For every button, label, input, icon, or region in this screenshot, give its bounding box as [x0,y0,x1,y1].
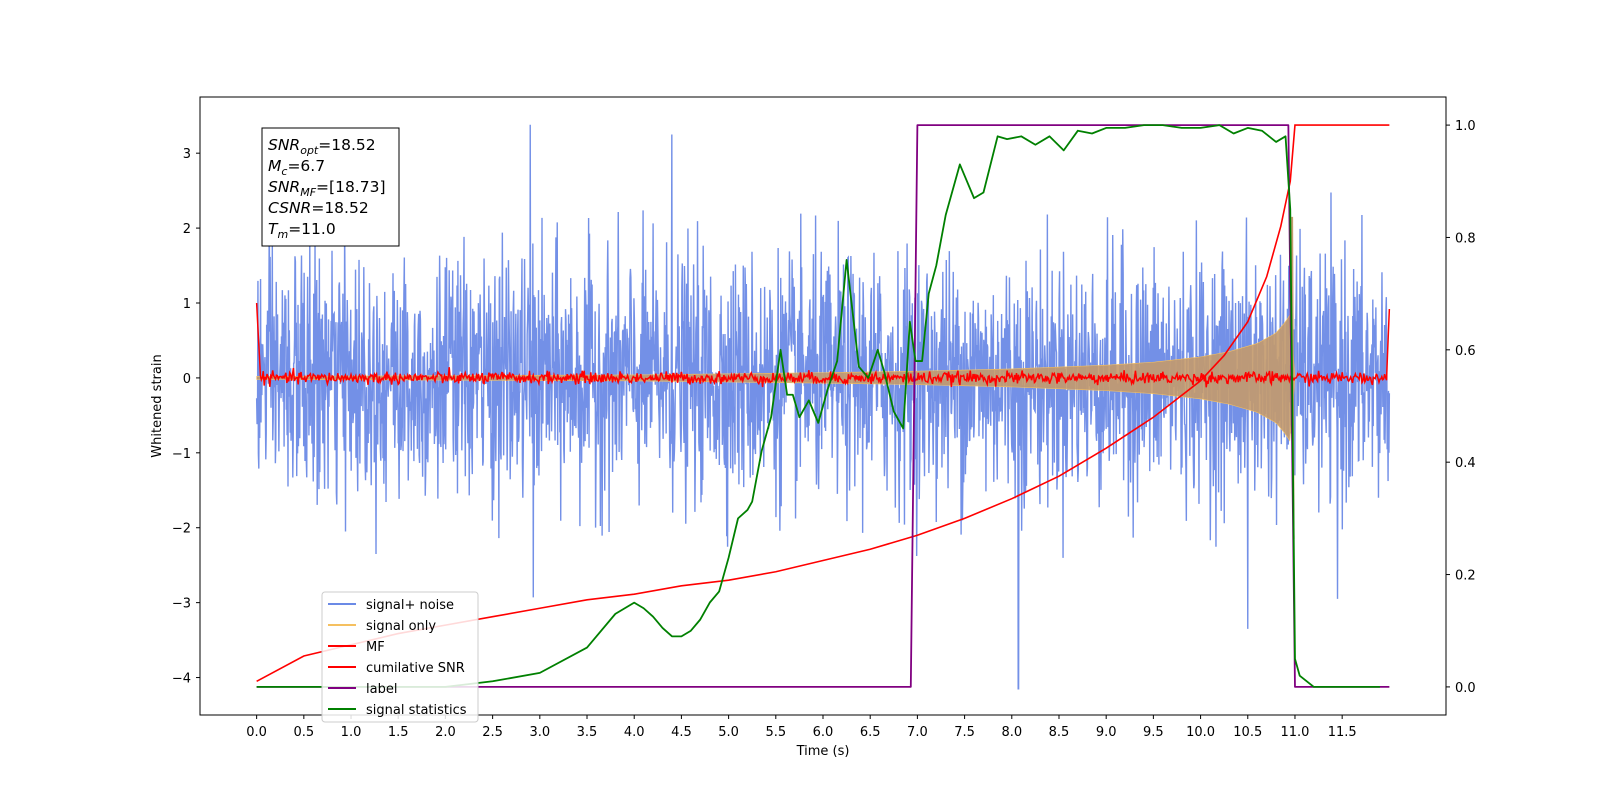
x-tick-label: 5.5 [765,725,786,740]
legend-label: signal only [366,619,436,634]
legend-label: label [366,682,397,697]
y-axis-label-left: Whitened strain [150,354,165,457]
x-tick-label: 2.5 [482,725,503,740]
series-mf [255,302,1391,388]
x-axis: 0.0 0.5 1.0 1.5 2.0 2.5 3.0 3.5 4.0 4.5 5.0 5.5 6.0 6… [246,715,1357,740]
x-tick-label: 10.0 [1186,725,1215,740]
x-tick-label: 8.5 [1049,725,1070,740]
x-tick-label: 0.0 [246,725,267,740]
y-left-tick-label: −4 [172,672,191,687]
info-box: SNRopt=18.52Mc=6.7SNRMF=[18.73]CSNR=18.5… [261,127,400,247]
series-label [256,124,1390,688]
x-axis-label: Time (s) [796,744,850,759]
series-layer [255,124,1391,690]
x-tick-label: 4.5 [671,725,692,740]
legend: signal+ noise signal only MF cumilative SNR… [321,591,479,723]
legend-label: signal statistics [366,703,467,718]
legend-item-label: label [328,682,397,697]
info-line: CSNR=18.52 [268,199,369,217]
legend-item-signal-only: signal only [328,619,436,634]
y-right-tick-label: 0.4 [1455,456,1476,471]
legend-label: MF [366,640,385,655]
info-line: Tm=11.0 [268,220,336,241]
x-tick-label: 10.5 [1233,725,1262,740]
y-axis-right: 0.0 0.2 0.4 0.6 0.8 1.0 [1446,119,1476,696]
info-line: SNRopt=18.52 [268,136,376,157]
x-tick-label: 4.0 [624,725,645,740]
x-tick-label: 3.5 [577,725,598,740]
x-tick-label: 9.0 [1096,725,1117,740]
series-signal-statistics [256,124,1380,688]
legend-item-signal-noise: signal+ noise [328,598,454,613]
x-tick-label: 8.0 [1001,725,1022,740]
x-tick-label: 0.5 [293,725,314,740]
y-left-tick-label: 0 [183,372,191,387]
legend-item-signal-statistics: signal statistics [328,703,467,718]
x-tick-label: 6.0 [813,725,834,740]
x-tick-label: 5.0 [718,725,739,740]
legend-label: cumilative SNR [366,661,465,676]
x-tick-label: 2.0 [435,725,456,740]
y-right-tick-label: 0.0 [1455,681,1476,696]
y-left-tick-label: 3 [183,147,191,162]
info-box-frame [261,127,400,247]
y-left-tick-label: 2 [183,222,191,237]
y-right-tick-label: 1.0 [1455,119,1476,134]
info-line: Mc=6.7 [268,157,325,178]
x-tick-label: 3.0 [529,725,550,740]
y-left-tick-label: −2 [172,522,191,537]
x-tick-label: 7.5 [954,725,975,740]
x-tick-label: 1.5 [388,725,409,740]
y-left-tick-label: −3 [172,597,191,612]
x-tick-label: 11.0 [1280,725,1309,740]
y-axis-left: −4 −3 −2 −1 0 1 2 3 [172,147,200,687]
info-line: SNRMF=[18.73] [268,178,386,199]
y-left-tick-label: −1 [172,447,191,462]
y-right-tick-label: 0.2 [1455,569,1476,584]
x-tick-label: 7.0 [907,725,928,740]
legend-frame [321,591,479,723]
x-tick-label: 6.5 [860,725,881,740]
legend-item-mf: MF [328,640,385,655]
y-left-tick-label: 1 [183,297,191,312]
y-right-tick-label: 0.8 [1455,231,1476,246]
x-tick-label: 11.5 [1328,725,1357,740]
legend-item-cumulative-snr: cumilative SNR [328,661,465,676]
y-right-tick-label: 0.6 [1455,344,1476,359]
legend-label: signal+ noise [366,598,454,613]
x-tick-label: 9.5 [1143,725,1164,740]
x-tick-label: 1.0 [341,725,362,740]
